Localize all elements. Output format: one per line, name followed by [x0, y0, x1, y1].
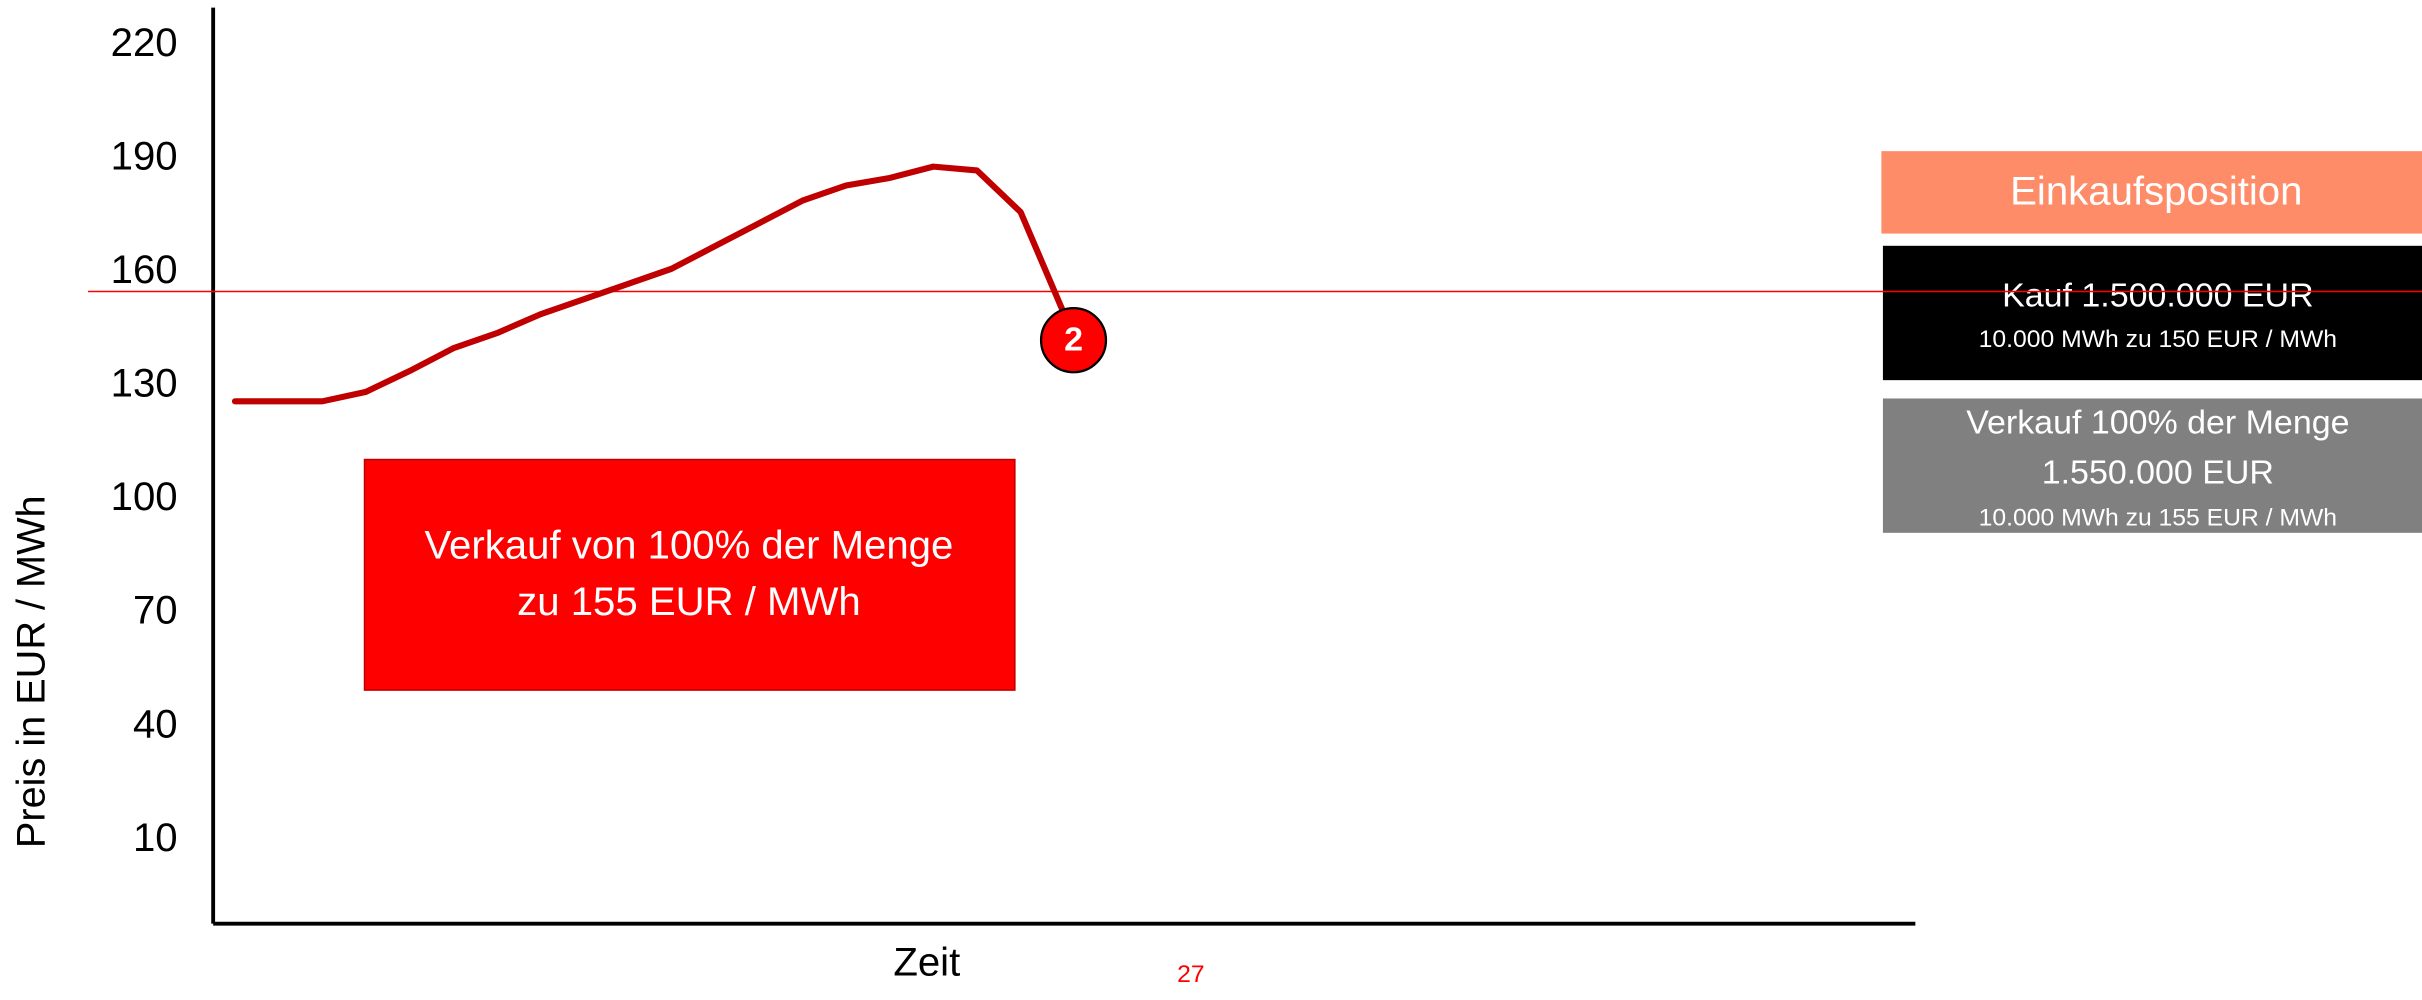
x-axis-label: Zeit: [893, 941, 960, 985]
annotation-line: zu 155 EUR / MWh: [517, 580, 861, 624]
step-marker-label: 2: [1064, 321, 1083, 359]
buy-line: 10.000 MWh zu 150 EUR / MWh: [1979, 326, 2337, 353]
panel-title-box: [1881, 151, 2422, 234]
y-tick-label: 160: [111, 248, 178, 292]
y-tick-label: 100: [111, 475, 178, 519]
y-tick-label: 130: [111, 362, 178, 406]
y-tick-label: 10: [133, 816, 178, 860]
y-tick-label: 70: [133, 589, 178, 633]
sell-line: 10.000 MWh zu 155 EUR / MWh: [1979, 505, 2337, 532]
y-tick-label: 190: [111, 135, 178, 179]
price-line: [231, 163, 1068, 405]
y-tick-label: 40: [133, 703, 178, 747]
annotation-line: Verkauf von 100% der Menge: [424, 524, 953, 568]
buy-line: Kauf 1.500.000 EUR: [2002, 277, 2314, 315]
annotation-box: [363, 458, 1016, 691]
buy-box: [1882, 245, 2422, 381]
panel-title: Einkaufsposition: [2010, 170, 2302, 214]
sell-line: Verkauf 100% der Menge: [1966, 403, 2349, 441]
y-axis-label: Preis in EUR / MWh: [9, 495, 53, 848]
sell-line: 1.550.000 EUR: [2042, 454, 2274, 492]
sell-box: [1882, 398, 2422, 533]
step-marker: [1039, 306, 1108, 374]
page-number: 27: [1177, 961, 1204, 988]
y-tick-label: 220: [111, 21, 178, 65]
